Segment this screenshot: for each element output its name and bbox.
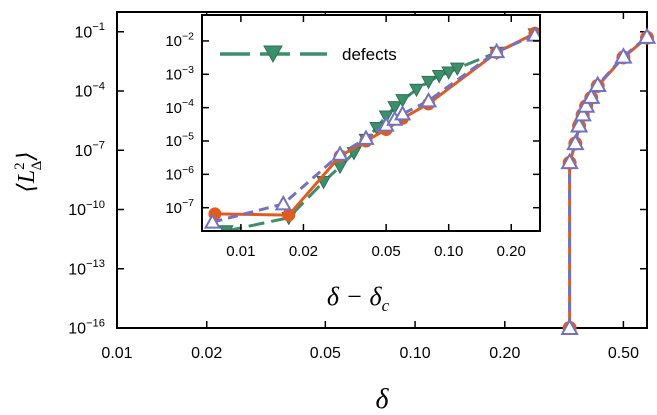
data-point: [395, 94, 411, 108]
inset-series: [203, 26, 540, 231]
y-tick-label: 10−6: [165, 164, 194, 184]
data-point: [409, 83, 424, 98]
main-series: [560, 27, 657, 335]
x-tick-label: 0.02: [289, 243, 318, 260]
data-point: [614, 47, 633, 64]
y-tick-label: 10−5: [165, 130, 194, 150]
data-point: [419, 91, 438, 108]
data-point: [588, 75, 607, 93]
main-ylabel-group: ⟨L2Δ⟩: [12, 151, 45, 192]
data-point: [431, 70, 447, 84]
x-tick-label: 0.01: [101, 345, 132, 362]
main-plot-frame: [116, 11, 648, 329]
data-point: [560, 318, 579, 335]
data-point: [573, 104, 592, 122]
main-ylabel: ⟨L2Δ⟩: [12, 151, 45, 192]
x-tick-label: 0.05: [310, 345, 341, 362]
x-tick-label: 0.01: [226, 243, 255, 260]
data-point: [449, 62, 465, 77]
series-line: [568, 35, 648, 328]
y-tick-label: 10−3: [165, 64, 194, 84]
series-1: [560, 27, 657, 335]
data-point: [560, 152, 579, 170]
x-tick-label: 0.20: [489, 345, 520, 362]
y-tick-label: 10−13: [68, 258, 105, 278]
y-tick-label: 10−2: [165, 30, 194, 50]
inset-plot-frame: [201, 14, 541, 232]
inset-legend: defects: [220, 45, 397, 64]
legend-triangle-down-icon: [263, 45, 283, 64]
data-point: [218, 225, 234, 231]
series-2: [203, 26, 540, 229]
series-0: [562, 30, 654, 335]
x-tick-label: 0.20: [497, 243, 526, 260]
data-point: [282, 208, 296, 222]
y-tick-label: 10−10: [68, 199, 105, 219]
data-point: [331, 145, 349, 161]
data-point: [387, 101, 403, 115]
x-tick-label: 0.10: [399, 345, 430, 362]
data-point: [487, 42, 506, 59]
data-point: [569, 115, 589, 133]
legend-label: defects: [342, 45, 397, 64]
x-tick-label: 0.02: [191, 345, 222, 362]
x-tick-label: 0.50: [608, 345, 639, 362]
data-point: [393, 104, 412, 121]
x-tick-label: 0.10: [434, 243, 463, 260]
inset-ticks: 0.01 0.02 0.05 0.10 0.20 10−2 10−3 10−4 10−5 10−6…: [165, 15, 540, 260]
data-point: [421, 75, 437, 90]
y-tick-label: 10−7: [165, 197, 194, 217]
main-xlabel: δ: [375, 384, 389, 415]
y-tick-label: 10−7: [74, 140, 105, 160]
series-line: [568, 36, 648, 328]
main-ticks: 0.01 0.02 0.05 0.10 0.20 0.50 10−1 10−4 10−7 10−1…: [68, 12, 647, 362]
y-tick-label: 10−4: [74, 80, 105, 100]
data-point: [441, 66, 457, 80]
data-point: [566, 133, 585, 151]
data-point: [357, 129, 375, 145]
x-tick-label: 0.05: [372, 243, 401, 260]
data-point: [203, 213, 222, 229]
inset-xlabel: δ − δc: [327, 282, 390, 315]
data-point: [637, 27, 657, 44]
data-point: [274, 194, 292, 211]
data-point: [576, 96, 596, 113]
y-tick-label: 10−4: [165, 97, 194, 117]
data-point: [582, 87, 601, 104]
y-tick-label: 10−1: [74, 21, 105, 41]
y-tick-label: 10−16: [68, 317, 105, 337]
